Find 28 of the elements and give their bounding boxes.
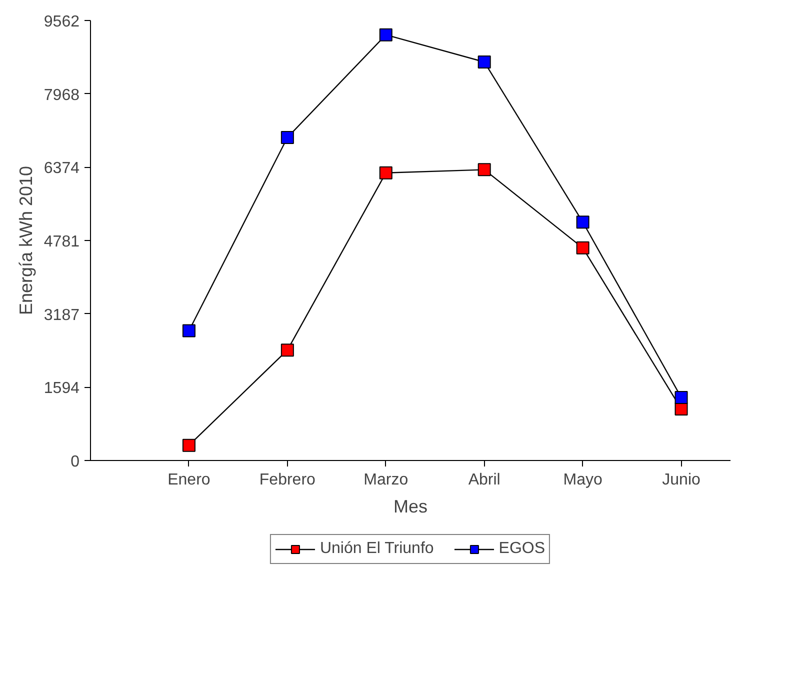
point (478, 163, 491, 176)
point (280, 130, 294, 144)
legend-label: Unión El Triunfo (320, 540, 434, 558)
point (478, 56, 491, 69)
x-tick-label: Enero (168, 472, 210, 488)
y-tick-label: 0 (70, 454, 80, 470)
legend-label: EGOS (498, 540, 546, 558)
y-tick-label: 7968 (44, 86, 80, 104)
y-tick-label: 3187 (44, 306, 80, 324)
x-tick-label: Febrero (259, 472, 316, 488)
point (576, 241, 590, 254)
point (379, 28, 392, 42)
point (576, 216, 590, 229)
y-tick-label: 4781 (44, 234, 80, 250)
x-tick-label: Mayo (563, 472, 602, 488)
point (182, 438, 196, 452)
x-axis-title: Mes (394, 496, 428, 516)
point (379, 166, 392, 180)
point (674, 390, 688, 404)
y-tick-label: 9562 (44, 14, 80, 30)
point (182, 324, 196, 338)
y-tick-label: 6374 (44, 160, 80, 178)
y-axis-title: Energía kWh 2010 (16, 166, 36, 316)
point (280, 344, 294, 357)
y-tick-label: 1594 (44, 380, 80, 398)
x-tick-label: Marzo (364, 472, 408, 488)
x-tick-label: Abril (468, 472, 500, 488)
x-tick-label: Junio (662, 472, 700, 488)
